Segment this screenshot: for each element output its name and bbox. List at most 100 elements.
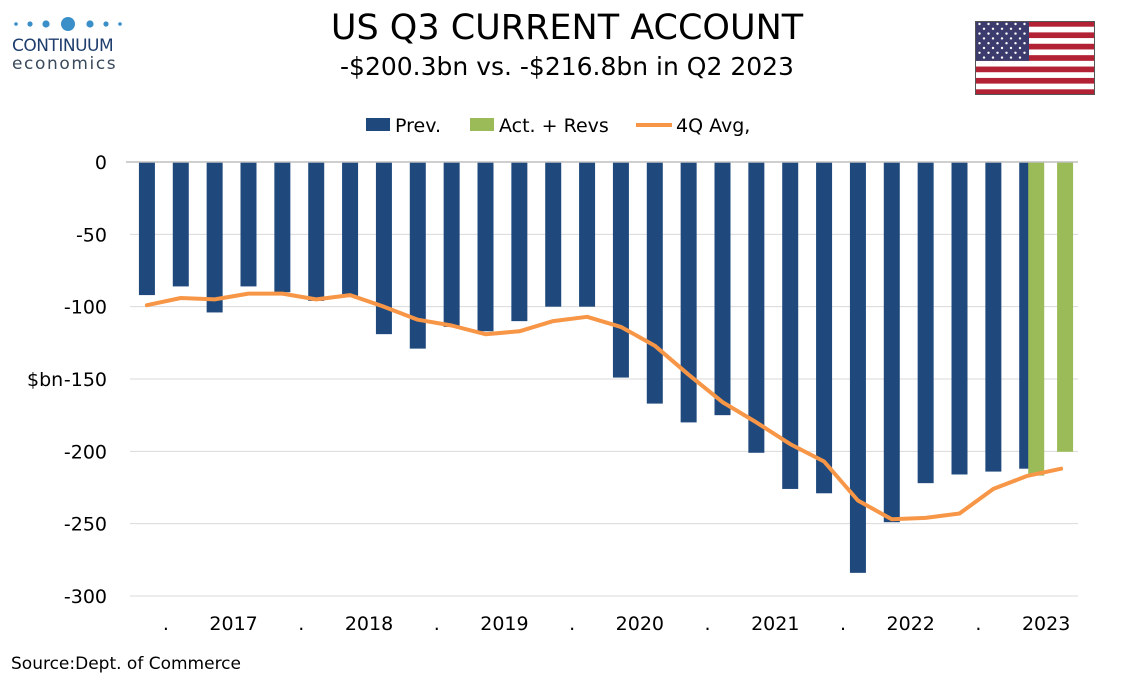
flag-star (1005, 22, 1008, 26)
flag-star (1014, 32, 1017, 35)
x-tick-label: . (434, 613, 440, 635)
logo-dots-icon (14, 17, 122, 31)
logo-word-economics: economics (12, 54, 118, 74)
flag-star (1018, 46, 1022, 50)
flag-stripe (975, 43, 1095, 50)
y-tick-label: -200 (64, 441, 107, 463)
flag-star (996, 61, 999, 64)
flag-star (996, 22, 999, 26)
flag-star (1009, 27, 1013, 30)
bar-prev (409, 162, 426, 349)
flag-star (982, 46, 986, 50)
legend-swatch (366, 118, 390, 131)
chart-title: US Q3 CURRENT ACCOUNT (330, 8, 804, 48)
bar-prev (782, 162, 799, 489)
flag-star (978, 51, 981, 54)
continuum-logo: CONTINUUM economics (12, 14, 142, 76)
flag-stripe (975, 89, 1095, 95)
flag-stripe (975, 49, 1095, 56)
legend: Prev. Act. + Revs 4Q Avg, (366, 115, 750, 137)
flag-stripe (975, 55, 1095, 62)
avg-line-layer (144, 291, 1064, 522)
bar-prev (849, 162, 866, 573)
bar-prev (816, 162, 833, 494)
chart-area: 0 -50 -100 -150 -200 -250 -300 $bn. 2017. 2018. 20… (27, 115, 1078, 635)
axes: 0 -50 -100 -150 -200 -250 -300 $bn. 2017. 2018. 20… (27, 152, 1078, 635)
flag-star (1005, 51, 1008, 54)
bars (138, 162, 1074, 573)
x-tick-label: . (163, 613, 169, 635)
bar-prev (240, 162, 257, 287)
x-tick-label: 2022 (887, 613, 935, 635)
flag-stripe (975, 60, 1095, 67)
avg-line (144, 291, 1064, 522)
flag-star (991, 46, 995, 50)
source-note: Source:Dept. of Commerce (11, 654, 241, 674)
flag-star (982, 56, 986, 59)
legend-label: Act. + Revs (499, 115, 609, 137)
y-tick-label: -100 (64, 297, 107, 319)
bar-prev (206, 162, 223, 313)
flag-stripe (975, 77, 1095, 85)
bar-prev (545, 162, 562, 307)
y-axis-label: $bn (27, 369, 63, 391)
y-tick-label: -50 (76, 224, 107, 246)
x-tick-label: . (975, 613, 981, 635)
x-tick-label: . (569, 613, 575, 635)
flag-star (1023, 22, 1026, 26)
flag-star (1009, 37, 1013, 40)
flag-star (1009, 56, 1013, 59)
flag-star (996, 32, 999, 35)
flag-star (991, 56, 995, 59)
bar-prev (680, 162, 697, 423)
flag-stripe (975, 21, 1095, 28)
bar-prev (612, 162, 629, 378)
y-tick-label: -150 (64, 369, 107, 391)
bar-prev (375, 162, 392, 335)
bar-prev (443, 162, 460, 327)
flag-star (1023, 51, 1026, 54)
x-tick-label: 2021 (751, 613, 799, 635)
x-tick-label: 2019 (480, 613, 528, 635)
flag-star (982, 37, 986, 40)
bar-prev (138, 162, 155, 296)
flag-stripe (975, 32, 1095, 39)
y-tick-label: 0 (95, 152, 107, 174)
bar-prev (951, 162, 968, 475)
x-tick-label: . (840, 613, 846, 635)
flag-star (991, 37, 995, 40)
legend-swatch (470, 118, 494, 131)
flag-star (1023, 61, 1026, 64)
flag-star (987, 42, 990, 45)
flag-star (1014, 22, 1017, 26)
flag-star (1018, 37, 1022, 40)
flag-star (987, 22, 990, 26)
bar-prev (883, 162, 900, 523)
flag-star (1005, 61, 1008, 64)
bar-prev (714, 162, 731, 416)
flag-star (1005, 32, 1008, 35)
bar-prev (917, 162, 934, 484)
us-flag-icon (975, 21, 1095, 95)
chart-subtitle: -$200.3bn vs. -$216.8bn in Q2 2023 (340, 52, 794, 81)
bar-prev (748, 162, 765, 453)
flag-star (996, 51, 999, 54)
flag-star (978, 22, 981, 26)
flag-star (1014, 61, 1017, 64)
flag-star (1023, 42, 1026, 45)
flag-star (987, 51, 990, 54)
flag-stripe (975, 66, 1095, 73)
flag-star (1009, 46, 1013, 50)
bar-prev (579, 162, 596, 307)
x-tick-label: 2018 (345, 613, 393, 635)
flag-star (987, 61, 990, 64)
bar-prev (477, 162, 494, 332)
bar-act-revs (1057, 162, 1074, 452)
flag-star (1018, 27, 1022, 30)
bar-prev (646, 162, 663, 404)
flag-star (1014, 51, 1017, 54)
flag-star (991, 27, 995, 30)
gridlines (130, 233, 1078, 597)
bar-prev (511, 162, 528, 322)
flag-star (987, 32, 990, 35)
